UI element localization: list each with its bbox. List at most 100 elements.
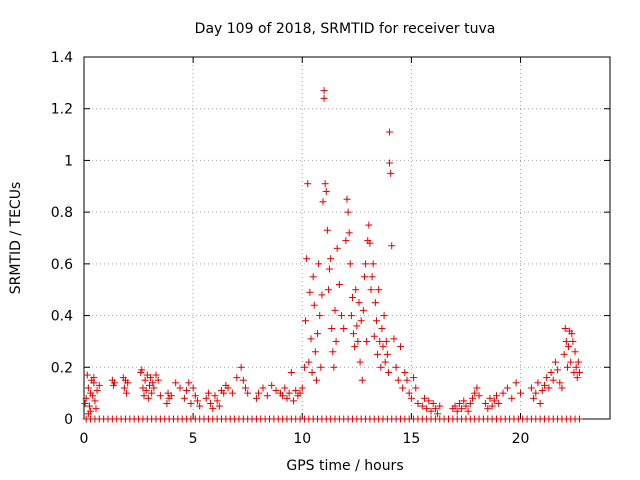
y-tick-label: 0 bbox=[64, 412, 73, 428]
data-point bbox=[154, 376, 162, 384]
data-point bbox=[163, 399, 171, 407]
data-point bbox=[281, 384, 289, 392]
y-tick-label: 0.6 bbox=[51, 257, 73, 273]
data-point bbox=[149, 379, 157, 387]
data-point bbox=[488, 402, 496, 410]
data-point bbox=[320, 94, 328, 102]
data-point bbox=[263, 392, 271, 400]
data-point bbox=[399, 384, 407, 392]
data-point bbox=[82, 394, 90, 402]
data-point bbox=[330, 363, 338, 371]
data-point bbox=[375, 286, 383, 294]
data-point bbox=[242, 384, 250, 392]
data-point bbox=[381, 358, 389, 366]
data-point bbox=[120, 384, 128, 392]
data-point bbox=[377, 363, 385, 371]
data-point bbox=[83, 371, 91, 379]
y-tick-label: 0.2 bbox=[51, 360, 73, 376]
data-point bbox=[123, 389, 131, 397]
data-point bbox=[569, 337, 577, 345]
data-point bbox=[233, 374, 241, 382]
data-point bbox=[365, 221, 373, 229]
data-point bbox=[517, 389, 525, 397]
chart-title: Day 109 of 2018, SRMTID for receiver tuv… bbox=[195, 21, 496, 37]
data-point bbox=[316, 312, 324, 320]
data-point bbox=[93, 387, 101, 395]
y-tick-label: 1.4 bbox=[51, 50, 73, 66]
data-point bbox=[156, 392, 164, 400]
data-point bbox=[255, 389, 263, 397]
plot-frame bbox=[83, 56, 611, 420]
x-tick-label: 10 bbox=[293, 431, 311, 447]
data-point bbox=[304, 180, 312, 188]
data-point bbox=[527, 384, 535, 392]
data-point bbox=[215, 402, 223, 410]
data-point bbox=[209, 405, 217, 413]
data-point bbox=[560, 350, 568, 358]
data-point bbox=[545, 384, 553, 392]
data-point bbox=[333, 244, 341, 252]
data-point bbox=[543, 374, 551, 382]
data-point bbox=[320, 87, 328, 95]
data-point bbox=[306, 288, 314, 296]
y-tick-label: 1 bbox=[64, 153, 73, 169]
data-point bbox=[355, 299, 363, 307]
data-point bbox=[571, 348, 579, 356]
data-point bbox=[84, 384, 92, 392]
data-point bbox=[140, 392, 148, 400]
data-point bbox=[300, 363, 308, 371]
data-point bbox=[371, 299, 379, 307]
data-point bbox=[387, 169, 395, 177]
data-point bbox=[462, 402, 470, 410]
data-point bbox=[167, 392, 175, 400]
data-point bbox=[193, 397, 201, 405]
data-point bbox=[574, 358, 582, 366]
data-point bbox=[392, 363, 400, 371]
data-point bbox=[220, 389, 228, 397]
data-point bbox=[468, 394, 476, 402]
data-point bbox=[369, 260, 377, 268]
data-point bbox=[328, 325, 336, 332]
data-point bbox=[296, 389, 304, 397]
data-point bbox=[259, 384, 267, 392]
data-point bbox=[180, 394, 188, 402]
data-point bbox=[285, 389, 293, 397]
data-point bbox=[327, 255, 335, 263]
data-point bbox=[358, 376, 366, 384]
data-point bbox=[307, 335, 315, 343]
data-point bbox=[374, 350, 382, 358]
data-point bbox=[111, 379, 119, 387]
data-point bbox=[499, 389, 507, 397]
data-point bbox=[388, 242, 396, 250]
data-point bbox=[495, 399, 503, 407]
data-point bbox=[172, 379, 180, 387]
data-point bbox=[187, 399, 195, 407]
data-point bbox=[310, 301, 318, 309]
data-point bbox=[471, 389, 479, 397]
data-point bbox=[367, 286, 375, 294]
data-point bbox=[486, 394, 494, 402]
data-point bbox=[396, 343, 404, 351]
data-point bbox=[303, 255, 311, 263]
data-point bbox=[473, 384, 481, 392]
data-point bbox=[561, 325, 569, 332]
data-point bbox=[368, 273, 376, 281]
data-point bbox=[84, 410, 92, 418]
data-point bbox=[362, 260, 370, 268]
data-point bbox=[185, 379, 193, 387]
data-point bbox=[92, 405, 100, 413]
data-point bbox=[292, 387, 300, 395]
data-point bbox=[418, 402, 426, 410]
data-point bbox=[562, 337, 570, 345]
data-point bbox=[532, 389, 540, 397]
data-point bbox=[314, 330, 322, 338]
data-point bbox=[189, 384, 197, 392]
data-point bbox=[414, 399, 422, 407]
data-point bbox=[332, 337, 340, 345]
x-tick-label: 15 bbox=[402, 431, 420, 447]
data-point bbox=[124, 379, 132, 387]
data-point bbox=[429, 399, 437, 407]
data-point bbox=[351, 343, 359, 351]
data-point bbox=[359, 306, 367, 314]
data-point bbox=[350, 330, 358, 338]
